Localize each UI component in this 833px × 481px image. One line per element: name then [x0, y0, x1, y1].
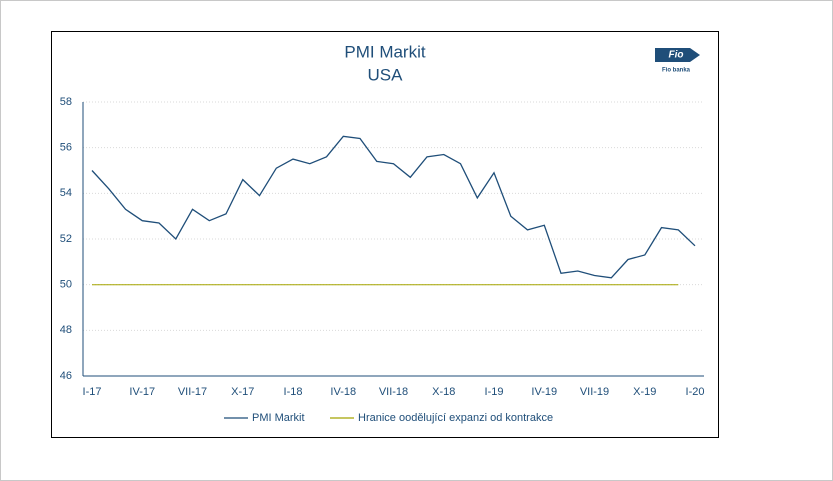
series-line [91, 135, 696, 279]
logo-name: Fio banka [662, 68, 691, 74]
logo-flag [655, 48, 700, 62]
y-tick-label: 58 [60, 96, 72, 108]
y-tick-label: 48 [60, 324, 72, 336]
legend-label: PMI Markit [252, 412, 305, 424]
y-tick-label: 54 [60, 187, 72, 199]
y-tick-label: 50 [60, 279, 72, 291]
legend-label: Hranice oodělující expanzi od kontrakce [358, 412, 553, 424]
x-tick-label: I-20 [686, 386, 705, 398]
x-tick-label: IV-18 [330, 386, 356, 398]
x-tick-label: IV-17 [129, 386, 155, 398]
x-tick-label: X-19 [633, 386, 656, 398]
x-tick-label: X-17 [231, 386, 254, 398]
chart-subtitle: USA [368, 65, 404, 84]
chart-frame [51, 31, 719, 438]
y-tick-label: 56 [60, 142, 72, 154]
logo: Fio Fio banka [655, 48, 700, 74]
chart-title: PMI Markit [344, 42, 426, 61]
x-tick-label: I-17 [83, 386, 102, 398]
y-tick-label: 46 [60, 370, 72, 382]
x-tick-label: VII-17 [178, 386, 207, 398]
y-tick-label: 52 [60, 233, 72, 245]
x-tick-label: I-18 [284, 386, 303, 398]
x-tick-label: VII-18 [379, 386, 408, 398]
x-tick-label: I-19 [485, 386, 504, 398]
x-tick-label: VII-19 [580, 386, 609, 398]
logo-mark: Fio [669, 50, 684, 61]
x-tick-label: X-18 [432, 386, 455, 398]
x-tick-label: IV-19 [531, 386, 557, 398]
